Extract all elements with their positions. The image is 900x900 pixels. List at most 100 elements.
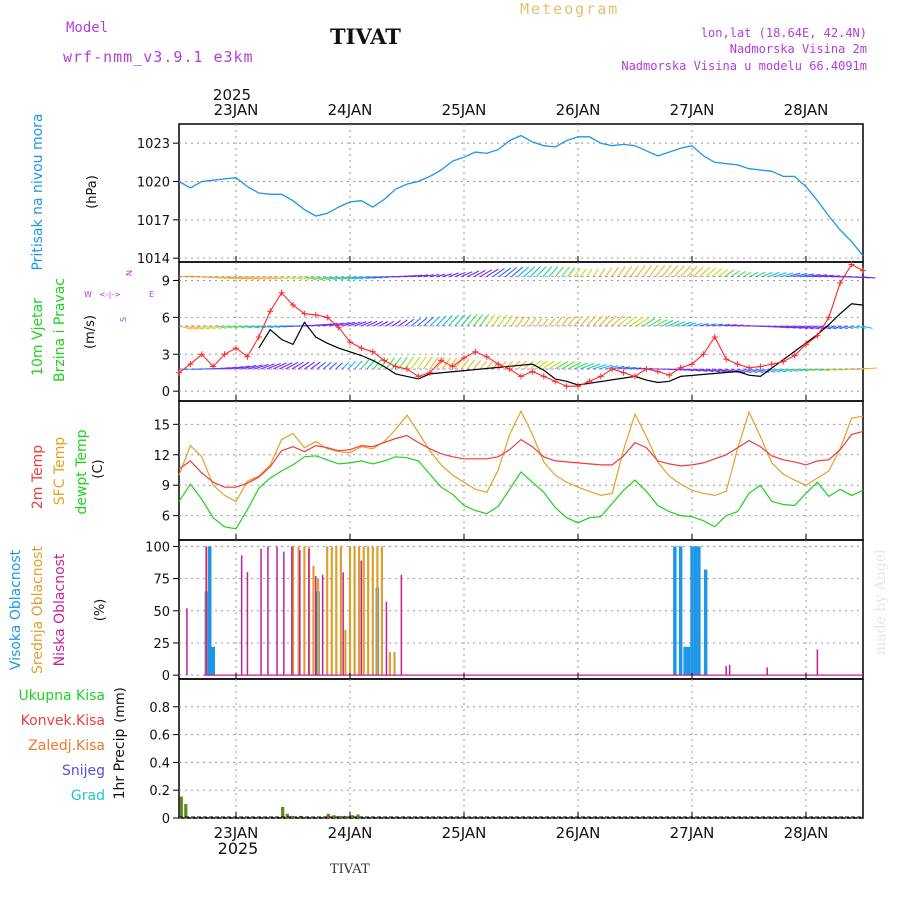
wind-barb-1 <box>222 325 233 329</box>
wind-speed-marker <box>597 373 604 380</box>
wind-barb-2 <box>793 368 804 372</box>
wind-speed-marker <box>255 334 262 341</box>
wind-barb-1 <box>429 316 441 327</box>
wind-barb-1 <box>605 315 617 327</box>
wind-barb-0 <box>661 264 672 278</box>
wind-barb-1 <box>649 318 662 327</box>
wind-barb-2 <box>341 361 350 370</box>
cloud-bar-1 <box>303 546 306 676</box>
cloud-bar-2 <box>360 560 363 676</box>
precip-legend: Ukupna Kisa Konvek.Kisa Zaledj.Kisa Snij… <box>18 688 105 804</box>
location-line: lon,lat (18.64E, 42.4N) <box>700 26 867 40</box>
precip-bar-0 <box>285 813 289 818</box>
wind-speed-marker <box>176 369 182 376</box>
wind-barb-2 <box>404 356 414 370</box>
wind-barb-1 <box>542 318 549 327</box>
cloud-bar-1 <box>393 652 396 676</box>
wind-speed-marker <box>347 338 353 345</box>
cloud-bar-1 <box>326 546 329 676</box>
wind-barb-1 <box>229 325 239 329</box>
wind-barb-1 <box>586 315 597 327</box>
wind-barb-2 <box>347 361 357 370</box>
cloud-bar-1 <box>348 546 352 676</box>
footer-station: TIVAT <box>330 862 370 877</box>
wind-barb-1 <box>799 325 814 330</box>
cloud-bar-1 <box>367 546 370 676</box>
wind-barb-0 <box>316 276 331 281</box>
cloud-bar-0 <box>690 546 694 676</box>
credit-watermark: made by Angel <box>873 549 889 656</box>
pressure-ytick-label: 1017 <box>137 214 170 229</box>
day-label-bottom: 28JAN <box>784 824 829 842</box>
wind-barb-1 <box>636 317 650 327</box>
wind-barb-0 <box>504 267 518 278</box>
wind-barb-2 <box>743 368 758 374</box>
wind-barb-2 <box>510 360 521 370</box>
wind-barb-1 <box>793 325 808 330</box>
wind-barb-1 <box>674 321 686 327</box>
cloud-bar-2 <box>308 549 310 676</box>
wind-speed-marker <box>757 363 764 370</box>
cloud-bar-2 <box>385 601 388 676</box>
wind-barb-0 <box>460 271 473 278</box>
day-label-top: 27JAN <box>670 101 715 119</box>
cloud-bar-1 <box>317 578 320 676</box>
compass-south: S <box>119 317 128 322</box>
wind-barb-1 <box>498 314 508 327</box>
wind-barb-0 <box>279 276 289 280</box>
wind-barb-2 <box>780 368 793 373</box>
wind-barb-1 <box>837 325 848 330</box>
wind-speed-marker <box>803 341 809 348</box>
wind-barb-0 <box>354 276 370 280</box>
wind-barb-1 <box>686 322 697 327</box>
wind-barb-1 <box>441 315 453 327</box>
precip-bar-1 <box>326 816 330 818</box>
cloud-bar-1 <box>339 546 342 676</box>
wind-barb-2 <box>466 359 476 370</box>
temp-ylabel-2: SFC Temp <box>52 437 68 506</box>
precipitation-ytick-label: 0.2 <box>149 784 170 799</box>
wind-barb-1 <box>348 321 361 327</box>
cloud-bar-0 <box>703 569 708 676</box>
precipitation-ytick-label: 0.8 <box>149 701 170 716</box>
wind-barb-1 <box>216 325 227 329</box>
wind-barb-2 <box>297 361 310 370</box>
wind-barb-2 <box>699 368 714 373</box>
wind-speed-marker <box>529 368 536 375</box>
day-label-top: 24JAN <box>328 101 373 119</box>
wind-speed-marker <box>734 361 741 368</box>
wind-speed-marker <box>244 353 251 360</box>
wind-barb-1 <box>479 314 490 327</box>
year-label-bottom: 2025 <box>218 839 259 858</box>
wind-speed-marker <box>358 345 365 352</box>
precip-bar-0 <box>356 814 360 818</box>
wind-barb-2 <box>235 365 250 370</box>
wind-barb-1 <box>849 325 859 329</box>
cloud-bar-2 <box>342 572 344 676</box>
wind-barb-0 <box>291 276 303 280</box>
wind-barb-2 <box>329 362 338 370</box>
wind-barb-0 <box>787 272 801 278</box>
precip-bar-0 <box>343 815 347 818</box>
wind-barb-2 <box>805 368 816 372</box>
wind-barb-2 <box>222 366 237 370</box>
wind-barb-1 <box>554 317 563 327</box>
wind-barb-2 <box>542 360 555 370</box>
wind-frame <box>178 261 864 402</box>
wind-speed-marker <box>392 363 399 370</box>
wind-barb-1 <box>185 325 199 330</box>
wind-barb-2 <box>423 356 433 370</box>
wind-speed-marker <box>563 383 570 390</box>
wind-barb-0 <box>768 271 780 278</box>
wind-barb-0 <box>717 268 729 278</box>
wind-barb-1 <box>561 316 570 327</box>
wind-speed-marker <box>198 351 205 358</box>
dewpoint-line <box>178 455 864 530</box>
wind-barb-0 <box>435 273 446 278</box>
wind-barb-2 <box>435 357 445 370</box>
precip-unit: (mm) <box>113 687 128 722</box>
wind-barb-0 <box>648 264 659 278</box>
cloud-bar-2 <box>283 551 285 676</box>
pressure-unit: (hPa) <box>85 175 100 209</box>
wind-barb-2 <box>410 356 421 370</box>
